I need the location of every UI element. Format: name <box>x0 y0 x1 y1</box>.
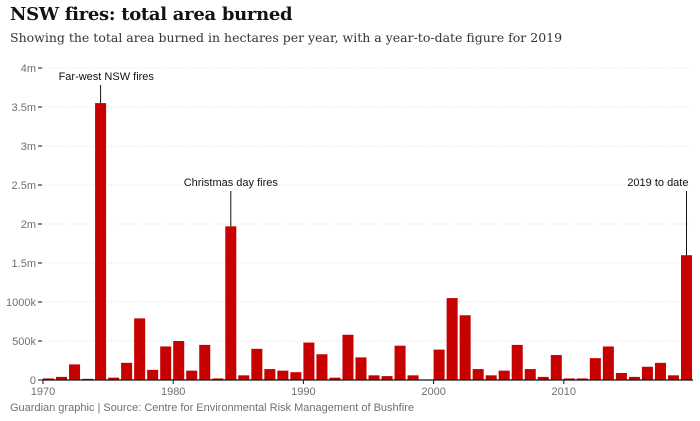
bar-2006 <box>511 344 523 380</box>
bar-2017 <box>654 362 666 380</box>
x-tick-label: 1970 <box>31 386 55 398</box>
y-tick-label: 1000k <box>6 297 36 309</box>
bar-1980 <box>173 341 185 380</box>
x-tick-label: 1980 <box>161 386 185 398</box>
bar-2015 <box>628 376 640 380</box>
bar-2003 <box>472 369 484 380</box>
chart-subtitle: Showing the total area burned in hectare… <box>10 30 563 45</box>
bar-1998 <box>407 375 419 380</box>
bar-2005 <box>498 370 510 380</box>
bar-1992 <box>329 377 341 380</box>
chart-title: NSW fires: total area burned <box>10 4 293 25</box>
bar-1987 <box>264 369 276 380</box>
bar-1995 <box>368 375 380 380</box>
bar-1971 <box>56 376 68 380</box>
bar-1981 <box>186 370 198 380</box>
bar-1972 <box>69 364 81 380</box>
bar-1979 <box>160 346 172 380</box>
bar-2014 <box>615 372 627 380</box>
bar-1976 <box>121 362 133 380</box>
bar-1974 <box>95 103 107 380</box>
bar-1975 <box>108 377 120 380</box>
y-tick-label: 2m <box>21 219 36 231</box>
bar-1994 <box>355 357 367 380</box>
bar-2016 <box>641 366 653 380</box>
bar-1982 <box>199 344 211 380</box>
bar-1988 <box>277 370 289 380</box>
y-tick-label: 1.5m <box>12 258 36 270</box>
bar-1990 <box>303 342 315 380</box>
annotation-label: Far-west NSW fires <box>59 71 155 83</box>
bar-2019 <box>680 255 692 380</box>
y-tick-label: 0 <box>30 375 36 387</box>
bar-1991 <box>316 354 328 380</box>
bar-2018 <box>667 375 679 380</box>
bar-1984 <box>225 226 237 380</box>
bar-2002 <box>459 315 471 380</box>
bar-2012 <box>589 358 601 380</box>
annotations: Far-west NSW fires Christmas day fires 201… <box>59 71 688 256</box>
bar-1985 <box>238 375 250 380</box>
y-tick-label: 3.5m <box>12 102 36 114</box>
bar-chart: 0 500k 1000k 1.5m 2m 2.5m 3m 3.5m 4m 1970 1980 1990… <box>6 63 693 398</box>
gridlines <box>42 67 693 342</box>
y-tick-label: 3m <box>21 141 36 153</box>
bar-2000 <box>433 349 445 380</box>
axes: 0 500k 1000k 1.5m 2m 2.5m 3m 3.5m 4m 1970 1980 1990… <box>6 63 693 398</box>
bar-1993 <box>342 334 354 380</box>
annotation-label: 2019 to date <box>627 177 688 189</box>
bar-2013 <box>602 346 614 380</box>
y-tick-label: 2.5m <box>12 180 36 192</box>
x-tick-label: 1990 <box>291 386 315 398</box>
bar-2009 <box>550 355 562 380</box>
x-tick-label: 2010 <box>552 386 576 398</box>
y-tick-label: 500k <box>12 336 36 348</box>
bar-2011 <box>576 378 588 380</box>
bar-1970 <box>43 378 55 380</box>
bar-2001 <box>446 298 458 380</box>
bar-1978 <box>147 369 159 380</box>
bar-1977 <box>134 318 146 380</box>
bar-1989 <box>290 372 302 380</box>
x-tick-label: 2000 <box>421 386 445 398</box>
bar-1983 <box>212 378 224 380</box>
bar-2008 <box>537 376 549 380</box>
bar-1986 <box>251 348 263 380</box>
bar-2007 <box>524 369 536 380</box>
bars <box>43 103 692 380</box>
bar-1997 <box>394 345 406 380</box>
bar-1996 <box>381 376 393 380</box>
source-note: Guardian graphic | Source: Centre for En… <box>10 402 414 414</box>
y-tick-label: 4m <box>21 63 36 75</box>
bar-2010 <box>563 378 575 380</box>
bar-2004 <box>485 375 497 380</box>
annotation-label: Christmas day fires <box>184 177 279 189</box>
